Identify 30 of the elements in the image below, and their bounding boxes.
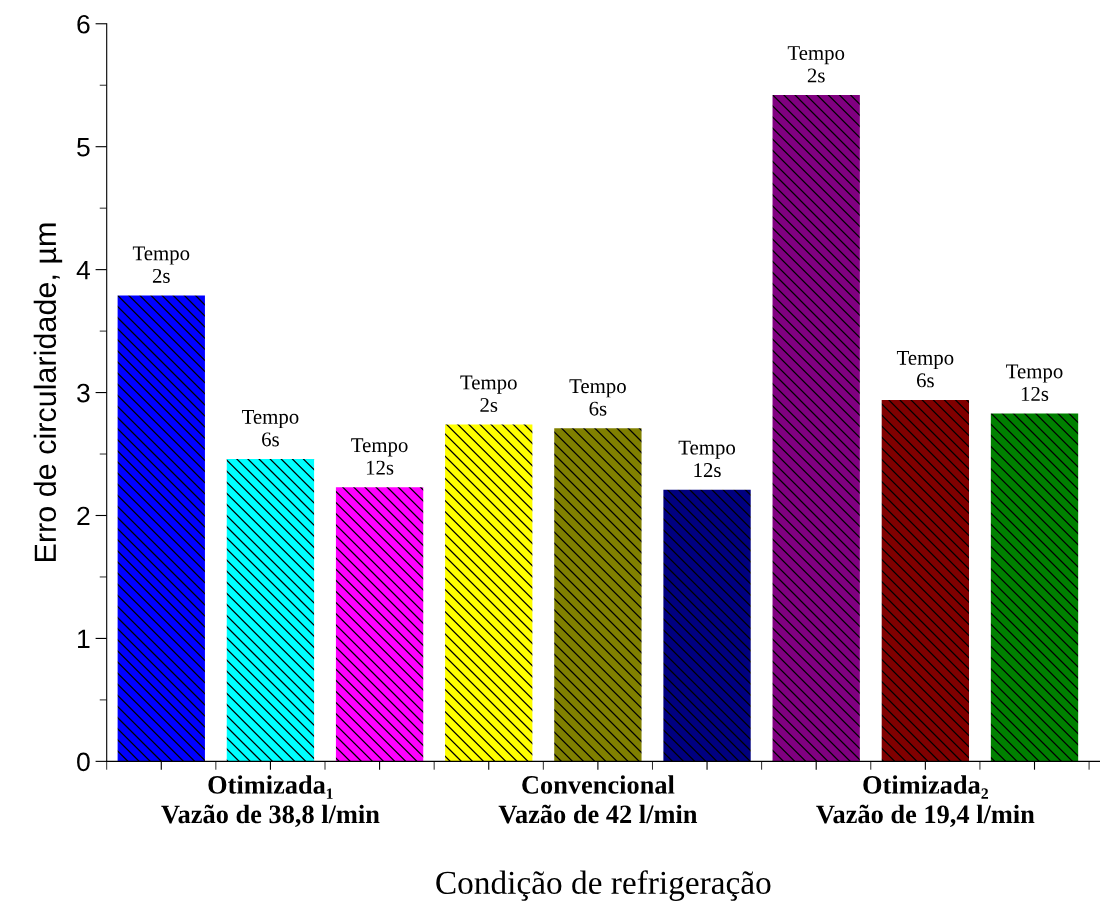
x-tick-label: Convencional Vazão de 42 l/min bbox=[498, 775, 698, 824]
y-tick-label: 0 bbox=[77, 752, 90, 772]
bar bbox=[445, 424, 533, 762]
data-label: Tempo 6s bbox=[569, 379, 626, 416]
y-axis-title: Erro de circularidade, µm bbox=[33, 223, 63, 562]
data-label: Tempo 12s bbox=[351, 438, 408, 475]
y-tick-label: 5 bbox=[77, 138, 90, 157]
data-label: Tempo 6s bbox=[896, 351, 954, 388]
bar bbox=[335, 487, 424, 762]
x-tick-label: Otimizada₂ Vazão de 19,4 l/min bbox=[816, 775, 1035, 828]
data-label: Tempo 2s bbox=[460, 375, 517, 412]
y-tick-label: 3 bbox=[77, 383, 90, 403]
data-label: Tempo 12s bbox=[678, 440, 736, 478]
bar bbox=[226, 458, 315, 762]
bar bbox=[554, 428, 642, 762]
y-tick-label: 6 bbox=[77, 14, 90, 34]
x-tick-label: Otimizada₁ Vazão de 38,8 l/min bbox=[161, 775, 380, 828]
bar bbox=[772, 95, 860, 762]
bar bbox=[990, 413, 1079, 762]
y-tick-label: 4 bbox=[76, 261, 90, 280]
bar bbox=[881, 399, 970, 762]
data-label: Tempo 2s bbox=[787, 46, 845, 83]
bar bbox=[117, 295, 205, 762]
data-label: Tempo 6s bbox=[242, 410, 299, 447]
y-tick-label: 2 bbox=[77, 506, 90, 526]
data-label: Tempo 2s bbox=[132, 246, 190, 283]
y-tick-label: 1 bbox=[78, 629, 90, 648]
x-axis-title: Condição de refrigeração bbox=[436, 870, 771, 901]
bar bbox=[663, 489, 751, 762]
data-label: Tempo 12s bbox=[1006, 364, 1063, 401]
